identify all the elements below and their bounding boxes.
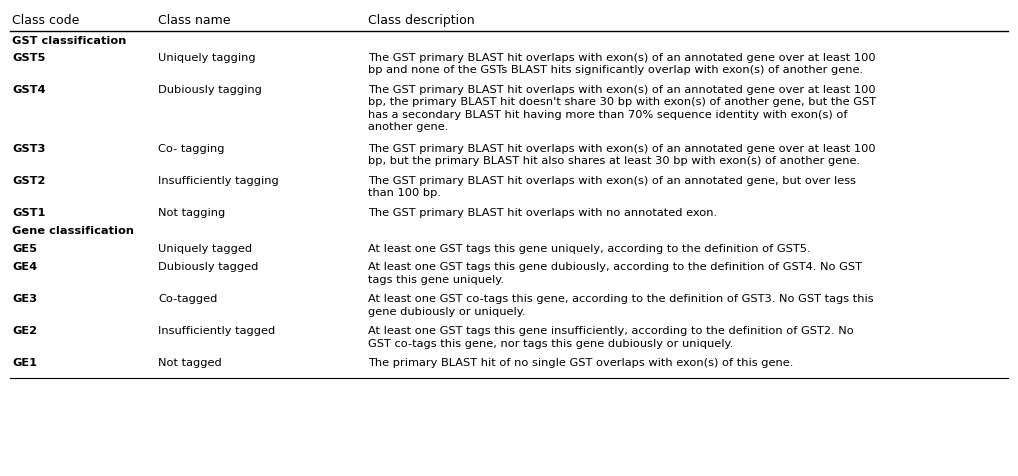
- Text: GST3: GST3: [12, 144, 46, 154]
- Text: Not tagged: Not tagged: [158, 358, 222, 368]
- Text: Dubiously tagged: Dubiously tagged: [158, 262, 259, 272]
- Text: Not tagging: Not tagging: [158, 208, 225, 218]
- Text: GE4: GE4: [12, 262, 37, 272]
- Text: GST5: GST5: [12, 53, 46, 63]
- Text: Class code: Class code: [12, 14, 79, 27]
- Text: Gene classification: Gene classification: [12, 227, 134, 237]
- Text: Uniquely tagged: Uniquely tagged: [158, 244, 252, 254]
- Text: GST classification: GST classification: [12, 36, 126, 46]
- Text: Co-tagged: Co-tagged: [158, 295, 218, 305]
- Text: The GST primary BLAST hit overlaps with no annotated exon.: The GST primary BLAST hit overlaps with …: [367, 208, 717, 218]
- Text: Dubiously tagging: Dubiously tagging: [158, 85, 262, 95]
- Text: At least one GST tags this gene dubiously, according to the definition of GST4. : At least one GST tags this gene dubiousl…: [367, 262, 862, 285]
- Text: The primary BLAST hit of no single GST overlaps with exon(s) of this gene.: The primary BLAST hit of no single GST o…: [367, 358, 793, 368]
- Text: GE5: GE5: [12, 244, 37, 254]
- Text: The GST primary BLAST hit overlaps with exon(s) of an annotated gene over at lea: The GST primary BLAST hit overlaps with …: [367, 144, 875, 167]
- Text: At least one GST co-tags this gene, according to the definition of GST3. No GST : At least one GST co-tags this gene, acco…: [367, 295, 873, 317]
- Text: Insufficiently tagging: Insufficiently tagging: [158, 176, 279, 186]
- Text: GE2: GE2: [12, 327, 37, 337]
- Text: GST4: GST4: [12, 85, 46, 95]
- Text: GST2: GST2: [12, 176, 46, 186]
- Text: GE1: GE1: [12, 358, 37, 368]
- Text: The GST primary BLAST hit overlaps with exon(s) of an annotated gene, but over l: The GST primary BLAST hit overlaps with …: [367, 176, 856, 198]
- Text: GE3: GE3: [12, 295, 37, 305]
- Text: At least one GST tags this gene insufficiently, according to the definition of G: At least one GST tags this gene insuffic…: [367, 327, 854, 349]
- Text: The GST primary BLAST hit overlaps with exon(s) of an annotated gene over at lea: The GST primary BLAST hit overlaps with …: [367, 53, 875, 75]
- Text: Class name: Class name: [158, 14, 230, 27]
- Text: At least one GST tags this gene uniquely, according to the definition of GST5.: At least one GST tags this gene uniquely…: [367, 244, 810, 254]
- Text: Uniquely tagging: Uniquely tagging: [158, 53, 256, 63]
- Text: Class description: Class description: [367, 14, 474, 27]
- Text: Co- tagging: Co- tagging: [158, 144, 225, 154]
- Text: GST1: GST1: [12, 208, 46, 218]
- Text: Insufficiently tagged: Insufficiently tagged: [158, 327, 275, 337]
- Text: The GST primary BLAST hit overlaps with exon(s) of an annotated gene over at lea: The GST primary BLAST hit overlaps with …: [367, 85, 876, 132]
